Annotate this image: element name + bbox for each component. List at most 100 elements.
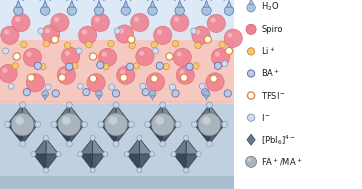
- Text: FA$^+$/MA$^+$: FA$^+$/MA$^+$: [261, 156, 303, 168]
- Circle shape: [176, 66, 194, 84]
- Circle shape: [77, 83, 83, 89]
- Polygon shape: [210, 124, 225, 144]
- Circle shape: [166, 53, 173, 60]
- Circle shape: [144, 122, 151, 127]
- Circle shape: [206, 102, 212, 108]
- Circle shape: [160, 102, 166, 108]
- Circle shape: [97, 61, 104, 69]
- Circle shape: [57, 66, 75, 84]
- Circle shape: [11, 113, 34, 136]
- Polygon shape: [116, 105, 131, 124]
- Circle shape: [20, 141, 26, 147]
- Circle shape: [86, 41, 92, 48]
- Circle shape: [175, 122, 181, 127]
- Circle shape: [51, 13, 69, 32]
- Polygon shape: [139, 138, 152, 154]
- Circle shape: [20, 102, 26, 108]
- Circle shape: [211, 48, 230, 67]
- Circle shape: [157, 29, 162, 35]
- Circle shape: [66, 102, 72, 108]
- Circle shape: [87, 74, 105, 92]
- Polygon shape: [33, 138, 46, 154]
- Polygon shape: [70, 0, 74, 7]
- Polygon shape: [33, 154, 46, 170]
- Polygon shape: [177, 0, 182, 7]
- Circle shape: [83, 89, 90, 96]
- Circle shape: [91, 13, 109, 32]
- Circle shape: [79, 26, 97, 44]
- Circle shape: [210, 75, 217, 82]
- Circle shape: [191, 28, 197, 34]
- Polygon shape: [69, 105, 85, 124]
- Circle shape: [66, 141, 72, 147]
- Circle shape: [23, 89, 30, 96]
- Circle shape: [173, 48, 191, 67]
- Circle shape: [195, 29, 200, 35]
- Circle shape: [248, 70, 255, 77]
- Circle shape: [156, 62, 163, 69]
- Text: Li$^+$: Li$^+$: [261, 46, 276, 57]
- FancyBboxPatch shape: [0, 176, 234, 189]
- Polygon shape: [127, 154, 139, 170]
- Circle shape: [103, 152, 108, 157]
- Polygon shape: [163, 105, 178, 124]
- Circle shape: [4, 29, 9, 35]
- Circle shape: [15, 17, 20, 22]
- Circle shape: [90, 168, 95, 173]
- Circle shape: [26, 52, 32, 57]
- Polygon shape: [16, 0, 21, 7]
- Circle shape: [184, 168, 189, 173]
- Polygon shape: [210, 105, 225, 124]
- Polygon shape: [204, 0, 209, 7]
- Circle shape: [152, 48, 159, 54]
- Circle shape: [195, 42, 201, 49]
- Circle shape: [38, 28, 44, 34]
- Polygon shape: [163, 124, 178, 144]
- Circle shape: [56, 152, 61, 157]
- Circle shape: [81, 122, 88, 127]
- Polygon shape: [139, 154, 152, 170]
- Polygon shape: [101, 124, 116, 144]
- Polygon shape: [54, 124, 69, 144]
- Circle shape: [151, 41, 157, 48]
- Circle shape: [12, 63, 18, 69]
- Circle shape: [184, 136, 189, 141]
- Circle shape: [224, 90, 231, 97]
- Circle shape: [172, 41, 179, 47]
- Polygon shape: [147, 124, 163, 144]
- Circle shape: [137, 136, 142, 141]
- Circle shape: [174, 17, 179, 22]
- Circle shape: [62, 47, 80, 66]
- Circle shape: [148, 6, 157, 15]
- Circle shape: [224, 6, 233, 15]
- Circle shape: [45, 84, 51, 90]
- Circle shape: [129, 42, 135, 49]
- Circle shape: [0, 64, 17, 83]
- Circle shape: [150, 152, 155, 157]
- Circle shape: [199, 83, 205, 89]
- Circle shape: [245, 156, 257, 167]
- Circle shape: [60, 69, 66, 74]
- Polygon shape: [194, 105, 210, 124]
- Circle shape: [98, 48, 117, 67]
- Circle shape: [13, 53, 20, 60]
- Circle shape: [105, 113, 127, 136]
- Circle shape: [119, 28, 124, 33]
- Circle shape: [121, 6, 130, 15]
- Circle shape: [98, 122, 104, 127]
- Circle shape: [28, 74, 35, 81]
- Circle shape: [192, 26, 210, 44]
- Circle shape: [42, 91, 49, 97]
- Circle shape: [191, 122, 197, 127]
- Circle shape: [42, 25, 60, 43]
- Circle shape: [109, 116, 117, 125]
- Circle shape: [115, 25, 134, 43]
- Polygon shape: [247, 134, 255, 145]
- Circle shape: [12, 13, 30, 32]
- Circle shape: [227, 33, 233, 38]
- Circle shape: [64, 42, 71, 49]
- Circle shape: [146, 73, 165, 91]
- Circle shape: [35, 122, 41, 127]
- Circle shape: [34, 62, 42, 69]
- Circle shape: [21, 41, 27, 48]
